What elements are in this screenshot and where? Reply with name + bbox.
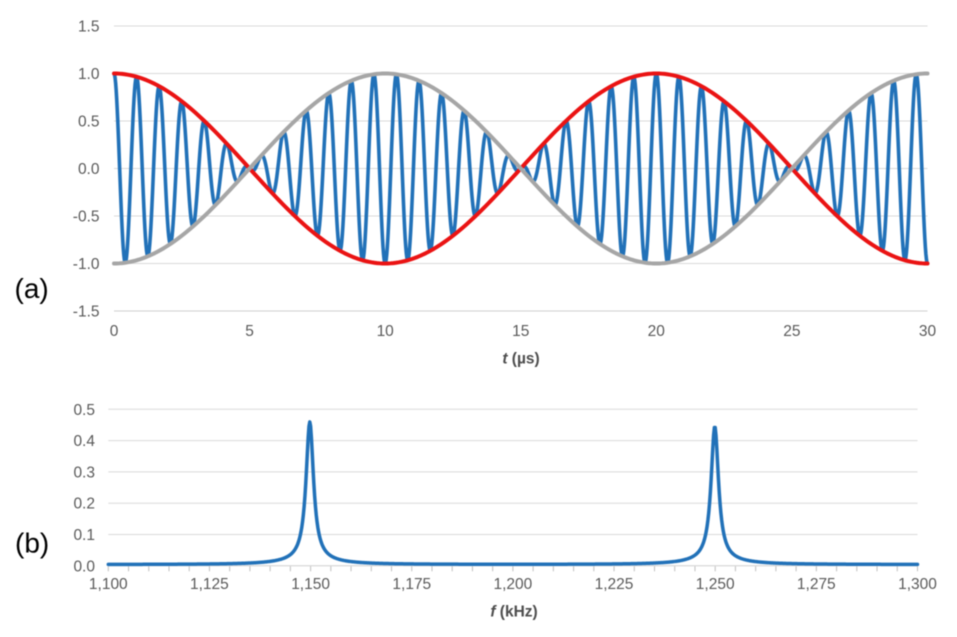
svg-text:1.0: 1.0 — [78, 66, 100, 83]
svg-text:1,125: 1,125 — [190, 576, 229, 593]
svg-text:1,150: 1,150 — [291, 576, 330, 593]
svg-text:1,300: 1,300 — [898, 576, 937, 593]
svg-text:15: 15 — [512, 323, 529, 340]
svg-text:1,275: 1,275 — [797, 576, 836, 593]
svg-text:30: 30 — [919, 323, 937, 340]
svg-text:0.3: 0.3 — [73, 464, 95, 481]
svg-text:0.2: 0.2 — [73, 496, 95, 513]
svg-text:-1.0: -1.0 — [73, 256, 100, 273]
svg-text:1.5: 1.5 — [78, 19, 100, 36]
svg-text:25: 25 — [783, 323, 800, 340]
svg-text:1,200: 1,200 — [494, 576, 533, 593]
svg-text:20: 20 — [648, 323, 666, 340]
svg-text:0.5: 0.5 — [78, 114, 100, 131]
svg-text:0.0: 0.0 — [73, 558, 95, 575]
svg-text:-1.5: -1.5 — [73, 304, 100, 321]
svg-text:0.0: 0.0 — [78, 161, 100, 178]
svg-text:0: 0 — [110, 323, 119, 340]
svg-text:(b): (b) — [15, 528, 49, 559]
svg-text:(a): (a) — [15, 273, 49, 304]
svg-text:f (kHz): f (kHz) — [490, 604, 537, 621]
svg-text:0.5: 0.5 — [73, 402, 95, 419]
svg-text:1,175: 1,175 — [392, 576, 431, 593]
svg-text:0.4: 0.4 — [73, 433, 95, 450]
svg-text:1,100: 1,100 — [89, 576, 128, 593]
svg-text:5: 5 — [245, 323, 254, 340]
svg-text:1,250: 1,250 — [696, 576, 735, 593]
svg-text:1,225: 1,225 — [595, 576, 634, 593]
svg-text:0.1: 0.1 — [73, 527, 95, 544]
svg-text:-0.5: -0.5 — [73, 209, 100, 226]
svg-text:t (µs): t (µs) — [502, 351, 539, 368]
svg-text:10: 10 — [377, 323, 395, 340]
